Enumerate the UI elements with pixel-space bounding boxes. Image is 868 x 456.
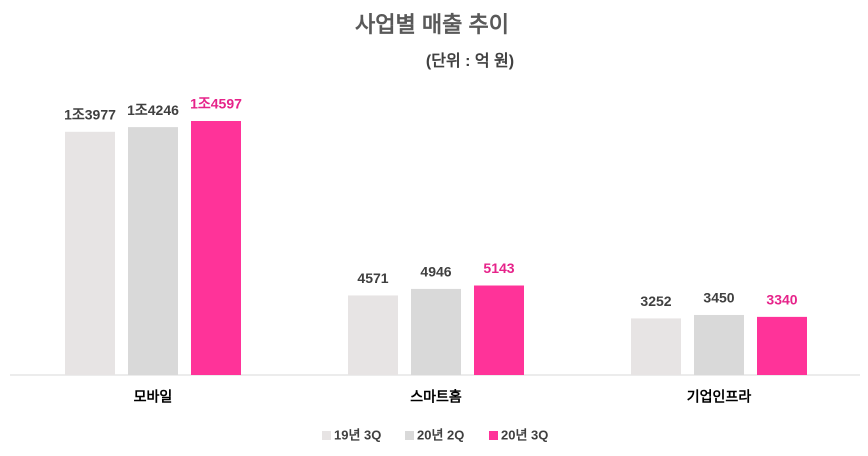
bar bbox=[411, 288, 461, 375]
value-label: 4571 bbox=[357, 270, 388, 286]
bar bbox=[65, 131, 115, 375]
value-label: 4946 bbox=[420, 264, 451, 280]
legend-swatch bbox=[322, 431, 331, 440]
value-label: 1조4246 bbox=[127, 102, 179, 118]
value-label: 5143 bbox=[483, 260, 514, 276]
bar bbox=[348, 295, 398, 375]
value-label: 3252 bbox=[640, 293, 671, 309]
legend-swatch bbox=[405, 431, 414, 440]
legend-label: 20년 3Q bbox=[501, 427, 548, 442]
legend-label: 20년 2Q bbox=[417, 427, 464, 442]
x-tick-label: 모바일 bbox=[134, 389, 173, 405]
legend-label: 19년 3Q bbox=[334, 427, 381, 442]
value-label: 1조4597 bbox=[190, 96, 242, 112]
x-tick-label: 스마트홈 bbox=[410, 389, 462, 405]
bar bbox=[694, 314, 744, 375]
legend-swatch bbox=[489, 431, 498, 440]
x-tick-label: 기업인프라 bbox=[687, 389, 752, 405]
value-label: 3340 bbox=[766, 292, 797, 308]
bar bbox=[191, 121, 241, 375]
chart-subtitle: (단위 : 억 원) bbox=[426, 51, 514, 70]
value-label: 1조3977 bbox=[64, 106, 116, 122]
value-label: 3450 bbox=[703, 290, 734, 306]
bar bbox=[757, 316, 807, 375]
bar bbox=[631, 318, 681, 375]
bar bbox=[128, 127, 178, 375]
chart-title: 사업별 매출 추이 bbox=[355, 12, 509, 37]
bar bbox=[474, 285, 524, 375]
